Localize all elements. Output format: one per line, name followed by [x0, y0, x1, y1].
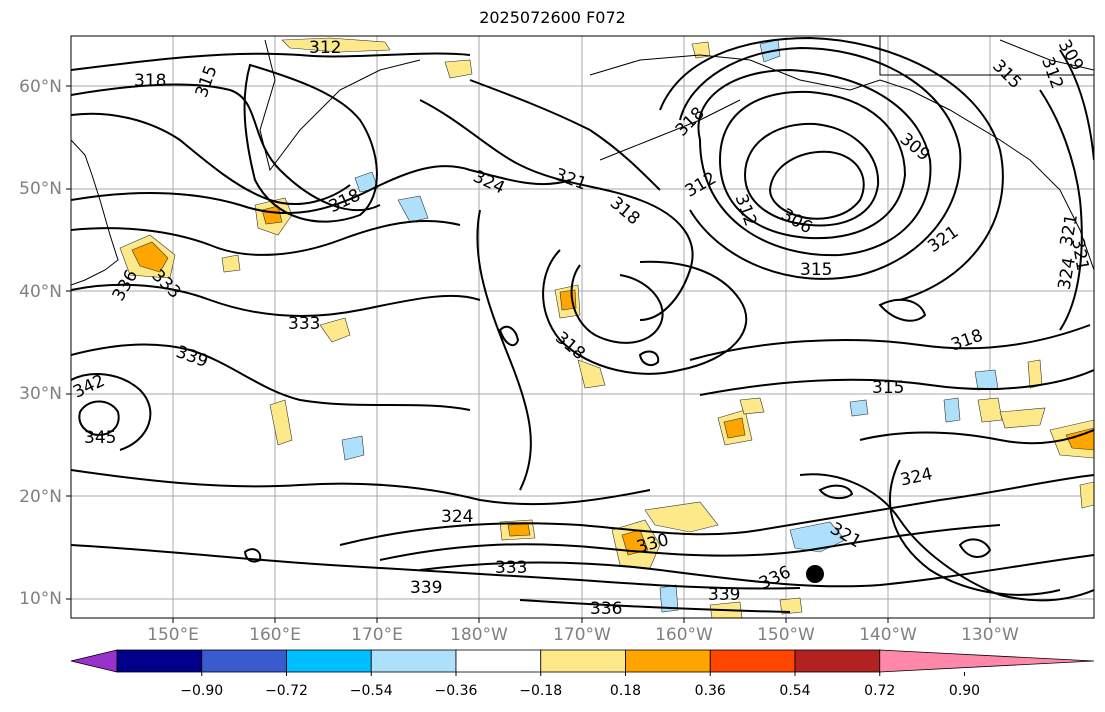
colorbar-segment	[625, 649, 711, 673]
contour-label: 324	[441, 507, 473, 527]
lon-label-170e: 170°E	[351, 625, 403, 645]
colorbar-tick-label: 0.72	[864, 683, 896, 699]
storm-center-marker	[806, 565, 824, 583]
colorbar-extend-max	[879, 649, 1095, 673]
colorbar-segment	[709, 649, 796, 673]
contour-label: 336	[590, 599, 622, 619]
colorbar-segment	[116, 649, 203, 673]
colorbar-tick-label: 0.36	[694, 683, 726, 699]
colorbar-segment	[286, 649, 372, 673]
lon-label-130w: 130°W	[961, 625, 1019, 645]
shaded-areas	[119, 37, 1094, 618]
colorbar-segment	[540, 649, 626, 673]
contour-label: 345	[84, 428, 116, 448]
colorbar-tick-label: 0.18	[609, 683, 642, 699]
contour-label: 315	[872, 378, 904, 398]
lon-label-160e: 160°E	[249, 625, 301, 645]
contour-label: 333	[495, 558, 527, 578]
map-title: 2025072600 F072	[479, 8, 626, 27]
colorbar-segment	[201, 649, 287, 673]
colorbar-segment	[370, 649, 457, 673]
colorbar-segment	[794, 649, 881, 673]
lat-label-10n: 10°N	[19, 589, 62, 609]
lon-label-150w: 150°W	[757, 625, 815, 645]
colorbar-extend-min	[70, 649, 118, 673]
lon-label-180w: 180°W	[450, 625, 508, 645]
colorbar-tick-label: −0.72	[265, 683, 308, 699]
colorbar-tick-label: −0.90	[180, 683, 224, 699]
lon-label-150e: 150°E	[147, 625, 199, 645]
lat-label-30n: 30°N	[19, 384, 62, 404]
lat-label-40n: 40°N	[19, 282, 62, 302]
colorbar-tick-label: −0.54	[349, 683, 393, 699]
colorbar-tick-label: −0.18	[519, 683, 563, 699]
contour-label: 339	[410, 578, 442, 598]
lat-label-50n: 50°N	[19, 179, 62, 199]
lon-label-140w: 140°W	[859, 625, 917, 645]
lat-label-60n: 60°N	[19, 77, 62, 97]
contour-label: 318	[134, 71, 166, 91]
colorbar-tick-label: 0.54	[779, 683, 811, 699]
graticule	[71, 36, 1094, 618]
axis-ticks	[66, 85, 991, 623]
colorbar-tick-label: 0.90	[948, 683, 981, 699]
contours	[71, 36, 1094, 613]
coastlines	[71, 36, 1094, 286]
contour-label: 315	[800, 260, 832, 280]
lon-label-170w: 170°W	[553, 625, 611, 645]
contour-label: 312	[309, 38, 341, 58]
colorbar-tick-label: −0.36	[434, 683, 478, 699]
colorbar-segment	[455, 649, 542, 673]
lon-label-160w: 160°W	[655, 625, 713, 645]
contour-label: 339	[708, 585, 740, 605]
contour-label: 333	[288, 314, 320, 334]
lat-label-20n: 20°N	[19, 487, 62, 507]
